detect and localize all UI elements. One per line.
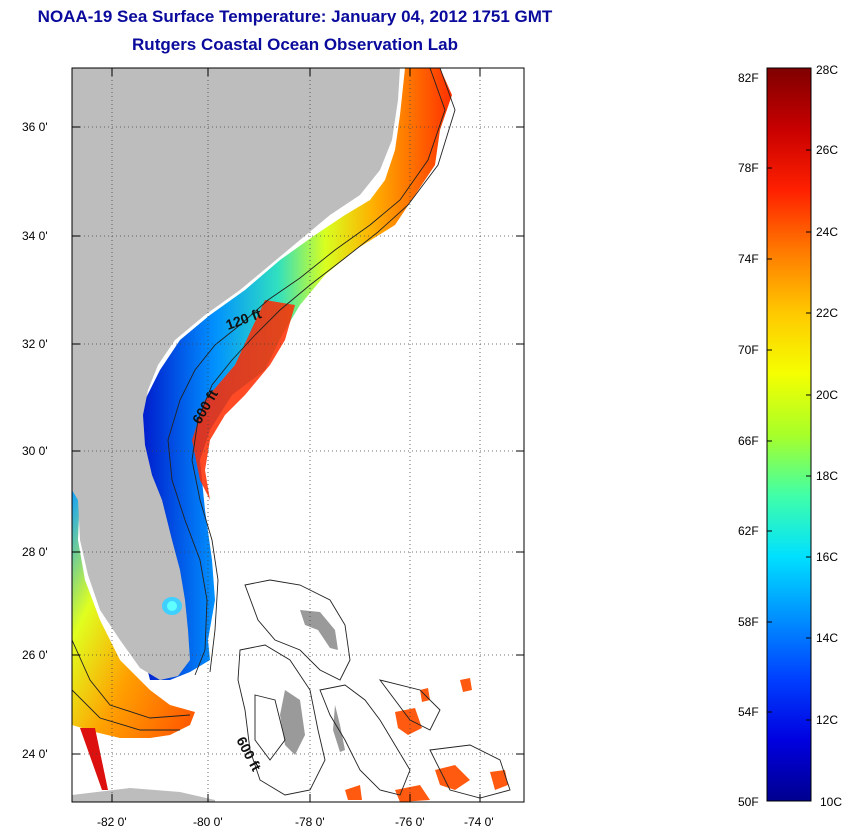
colorbar-ticks [767,149,811,721]
colorbar-f-label: 82F [738,71,759,85]
colorbar-f-label: 54F [738,705,759,719]
keys-warm-strip [80,728,108,790]
graticule [72,68,524,802]
land-east-coast [72,68,400,680]
warm-offshore-patch [192,300,295,500]
colorbar-f-label: 66F [738,434,759,448]
lat-label: 36 0' [22,120,48,134]
lon-label: -74 0' [464,815,494,829]
colorbar-f-label: 58F [738,615,759,629]
colorbar-c-label: 20C [816,388,838,402]
colorbar-c-label: 16C [816,550,838,564]
colorbar-f-label: 78F [738,161,759,175]
lat-label: 24 0' [22,747,48,761]
lake-center [167,601,177,611]
atlantic-sst-band [135,68,452,680]
lat-label: 30 0' [22,444,48,458]
colorbar-c-label: 12C [816,713,838,727]
bahamas-sst-patches [345,678,508,802]
bathymetry-contours [72,68,511,799]
lat-label: 32 0' [22,337,48,351]
lon-label: -80 0' [193,815,223,829]
colorbar-c-labels: 28C 26C 24C 22C 20C 18C 16C 14C 12C 10C [816,63,842,809]
colorbar-f-label: 62F [738,524,759,538]
colorbar-c-label: 14C [816,631,838,645]
map-title: NOAA-19 Sea Surface Temperature: January… [37,7,553,26]
colorbar [766,67,812,802]
lon-labels: -82 0' -80 0' -78 0' -76 0' -74 0' [97,815,494,829]
land-cuba [72,788,215,802]
colorbar-c-label: 10C [820,795,842,809]
lat-label: 34 0' [22,229,48,243]
land-bahamas-eleuthera [333,705,345,752]
lon-label: -78 0' [295,815,325,829]
colorbar-c-label: 26C [816,143,838,157]
lat-label: 28 0' [22,545,48,559]
lat-labels: 36 0' 34 0' 32 0' 30 0' 28 0' 26 0' 24 0… [22,120,48,761]
colorbar-f-label: 70F [738,343,759,357]
map-panel: 120 ft 600 ft 600 ft [72,68,524,802]
map-frame-ticks [72,68,524,802]
colorbar-f-label: 74F [738,252,759,266]
land-bahamas-andros [280,690,305,755]
lon-label: -76 0' [395,815,425,829]
colorbar-f-label: 50F [738,795,759,809]
lon-label: -82 0' [97,815,127,829]
map-subtitle: Rutgers Coastal Ocean Observation Lab [132,35,458,54]
map-frame [71,67,525,803]
land-bahamas-abaco [300,610,338,650]
colorbar-c-label: 28C [816,63,838,77]
colorbar-c-label: 22C [816,306,838,320]
colorbar-c-label: 24C [816,225,838,239]
gulf-sst-band [72,490,195,738]
colorbar-c-label: 18C [816,469,838,483]
lat-label: 26 0' [22,648,48,662]
colorbar-f-labels: 82F 78F 74F 70F 66F 62F 58F 54F 50F [738,71,759,809]
